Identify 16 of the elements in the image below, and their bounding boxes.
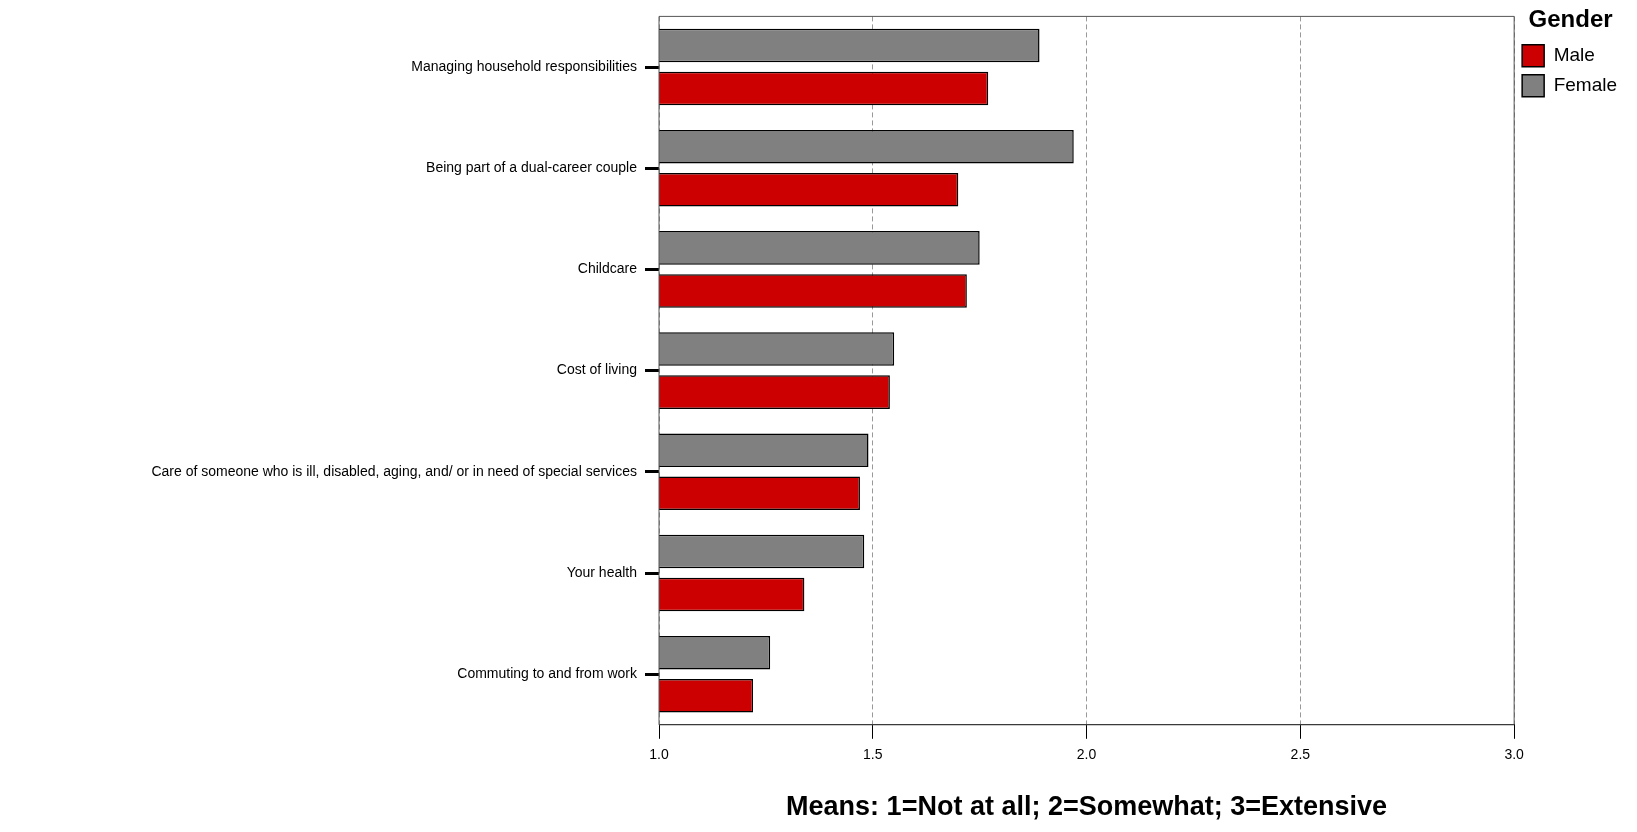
y-tick-label: Care of someone who is ill, disabled, aging, and/ or in need of special services: [151, 462, 637, 479]
y-tick-label: Being part of a dual-career couple: [426, 159, 638, 176]
x-axis-title: Means: 1=Not at all; 2=Somewhat; 3=Extensive: [786, 791, 1388, 822]
y-tick-label: Managing household responsibilities: [411, 57, 637, 74]
x-tick-label: 2.0: [1076, 746, 1097, 763]
x-tick-label: 1.5: [863, 746, 883, 763]
x-tick-label: 2.5: [1290, 746, 1311, 763]
y-tick-label: Your health: [566, 563, 637, 580]
legend-title: Gender: [1528, 4, 1613, 32]
y-tick-label: Childcare: [577, 260, 638, 277]
x-tick-label: 1.0: [649, 746, 669, 763]
y-tick-label: Cost of living: [556, 361, 637, 378]
legend-label: Male: [1553, 44, 1595, 66]
x-tick-label: 3.0: [1504, 746, 1525, 763]
legend-label: Female: [1553, 74, 1617, 96]
y-tick-label: Commuting to and from work: [457, 665, 638, 682]
